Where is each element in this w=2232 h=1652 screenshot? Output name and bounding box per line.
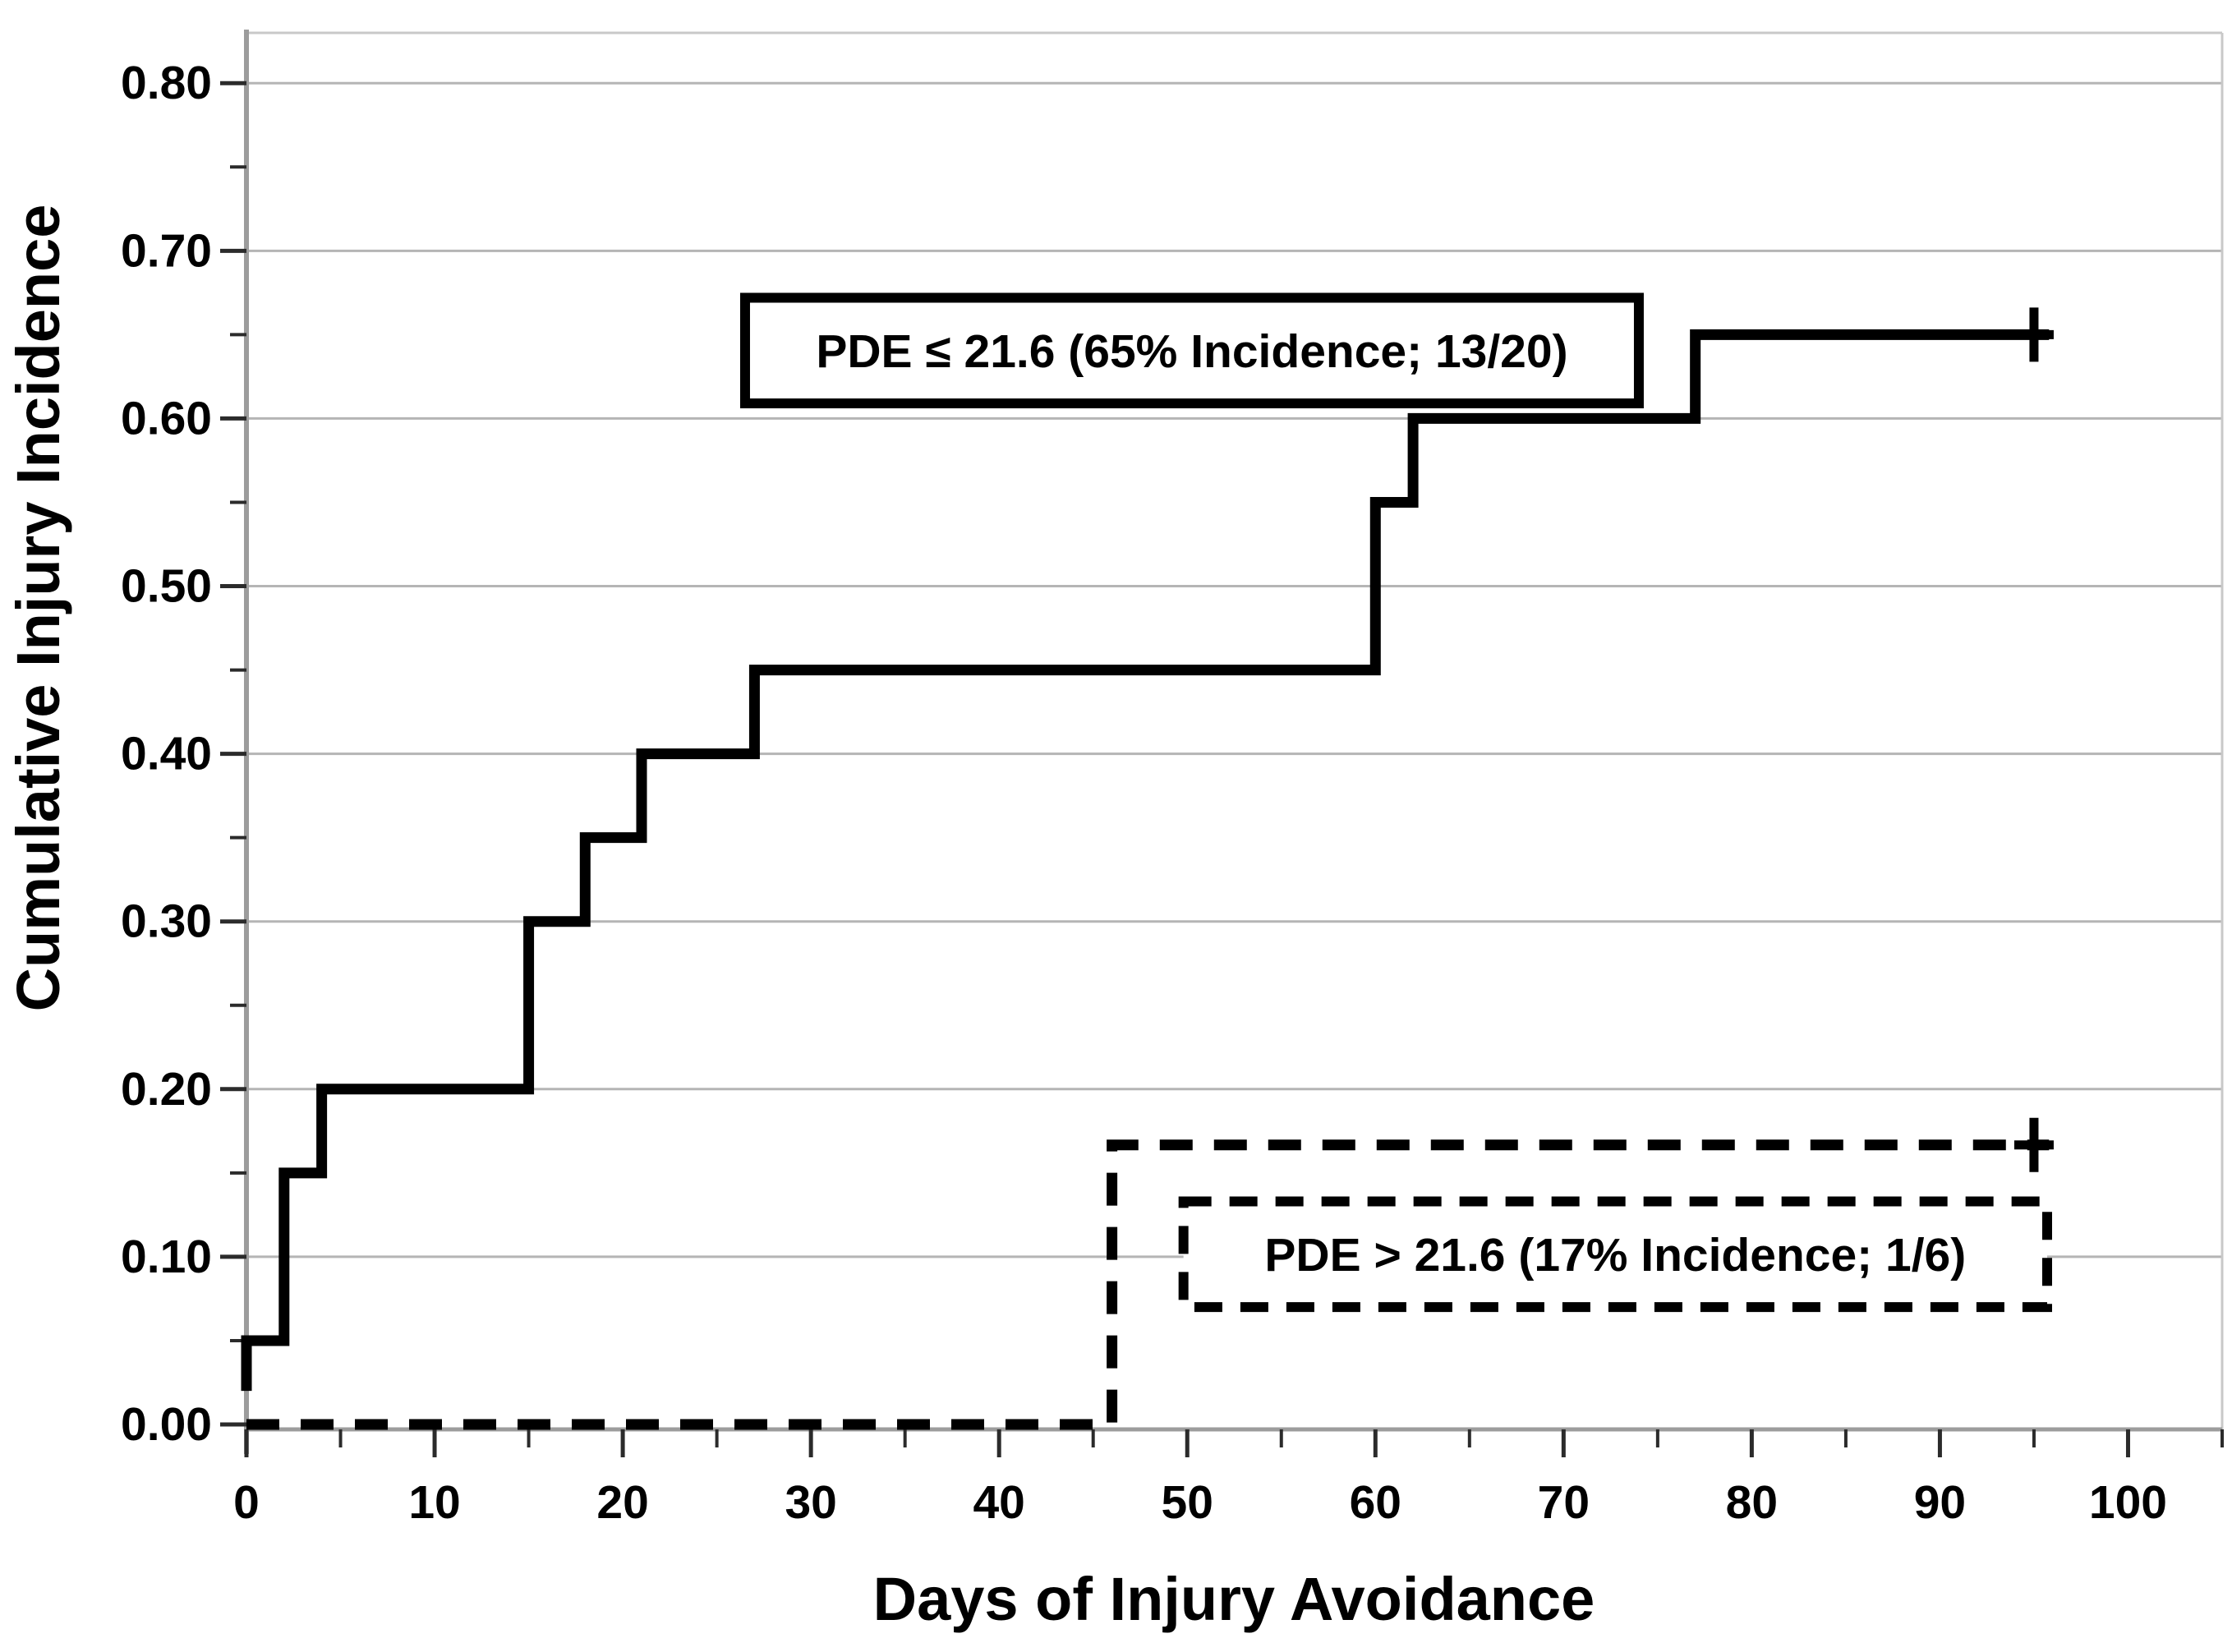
x-tick-label: 100 (2089, 1476, 2167, 1529)
y-tick-label: 0.60 (121, 392, 212, 444)
x-axis-title: Days of Injury Avoidance (873, 1565, 1595, 1633)
y-tick-label: 0.10 (121, 1231, 212, 1283)
x-tick-label: 30 (785, 1476, 836, 1529)
annotation-label-pde-le: PDE ≤ 21.6 (65% Incidence; 13/20) (816, 325, 1567, 378)
annotation-box-solid-series: PDE ≤ 21.6 (65% Incidence; 13/20) (739, 292, 1644, 409)
x-tick-label: 80 (1726, 1476, 1778, 1529)
axis-ticks (220, 81, 2224, 1457)
y-tick-label: 0.70 (121, 224, 212, 277)
x-tick-label: 70 (1538, 1476, 1590, 1529)
series-curve-dashed (246, 1139, 2050, 1430)
x-tick-label: 40 (973, 1476, 1024, 1529)
x-tick-label: 90 (1914, 1476, 1966, 1529)
y-tick-label: 0.80 (121, 57, 212, 109)
x-tick-label: 0 (233, 1476, 260, 1529)
data-series (241, 329, 2050, 1430)
x-tick-label: 50 (1162, 1476, 1213, 1529)
plot-frame (244, 30, 2224, 1454)
x-tick-label: 20 (596, 1476, 648, 1529)
y-tick-label: 0.40 (121, 728, 212, 780)
y-tick-label: 0.30 (121, 895, 212, 948)
y-tick-label: 0.00 (121, 1398, 212, 1451)
x-tick-label: 10 (408, 1476, 460, 1529)
y-axis-title: Cumulative Injury Incidence (4, 205, 72, 1012)
axis-tick-labels: 0.00 0.10 0.20 0.30 0.40 0.50 0.60 0.70 0.80 0 10 2… (121, 57, 2167, 1529)
annotation-box-dashed-border (1178, 1196, 2052, 1313)
annotation-box-dashed-series: PDE > 21.6 (17% Incidence; 1/6) (1178, 1196, 2052, 1313)
annotation-label-pde-gt: PDE > 21.6 (17% Incidence; 1/6) (1264, 1229, 1966, 1282)
y-tick-label: 0.20 (121, 1063, 212, 1116)
y-tick-label: 0.50 (121, 560, 212, 613)
censor-marks (2013, 307, 2054, 1172)
annotation-box-solid-border (739, 292, 1644, 409)
x-tick-label: 60 (1350, 1476, 1401, 1529)
series-curve-solid (241, 329, 2050, 1392)
